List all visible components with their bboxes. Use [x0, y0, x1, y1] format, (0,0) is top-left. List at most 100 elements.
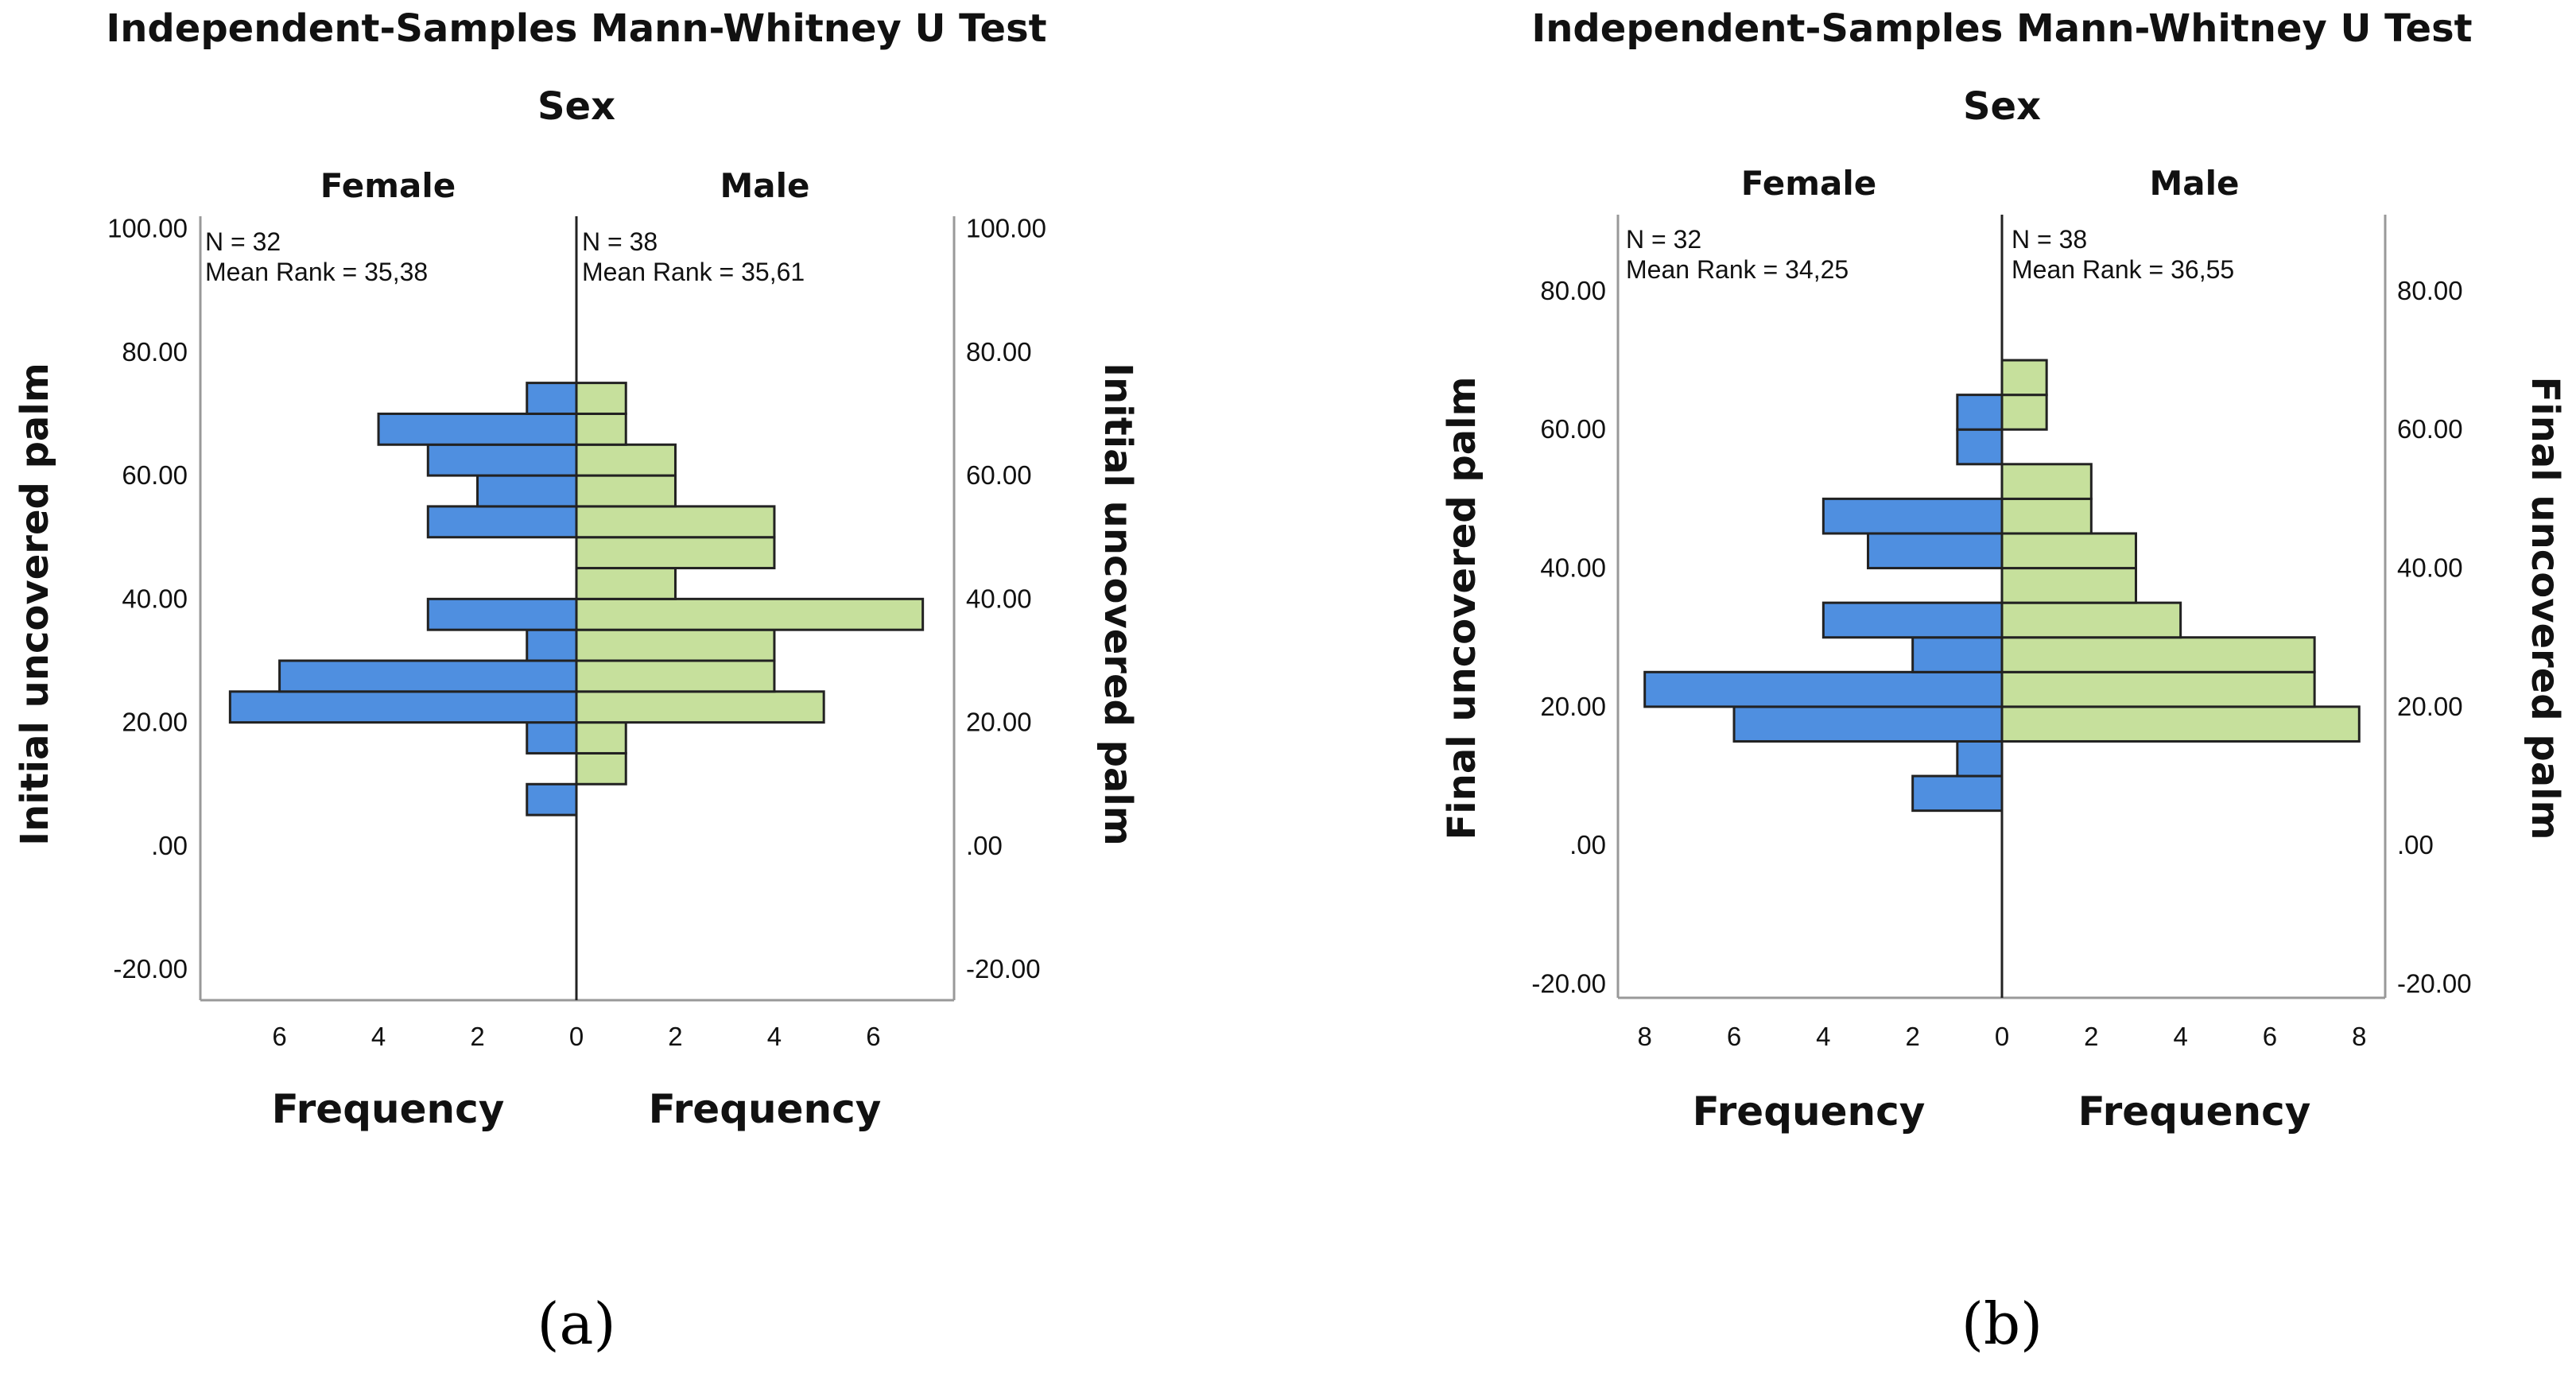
female-bar [526, 382, 578, 415]
male-bar [575, 505, 776, 539]
male-n-label: N = 38 [582, 227, 658, 256]
female-bar [1911, 774, 2004, 813]
male-bar [2000, 601, 2182, 639]
x-tick-label: 4 [2173, 1022, 2187, 1051]
male-bar [575, 751, 627, 786]
y-tick-label-left: 20.00 [1540, 692, 1606, 721]
panel-label: (b) [1961, 1290, 2043, 1357]
female-bar [476, 474, 578, 508]
y-tick-label-right: 20.00 [2397, 692, 2463, 721]
y-tick-label-left: 40.00 [122, 584, 188, 613]
panel-a: Independent-Samples Mann-Whitney U Test … [13, 6, 1140, 1357]
male-bar [2000, 532, 2137, 570]
male-mean-rank-label: Mean Rank = 36,55 [2012, 255, 2234, 284]
chart-title: Independent-Samples Mann-Whitney U Test [106, 6, 1046, 51]
female-bar [526, 782, 578, 817]
y-axis-label-right: Initial uncovered palm [1096, 363, 1140, 846]
y-axis-label-left: Final uncovered palm [1440, 376, 1484, 840]
y-tick-label-right: -20.00 [966, 954, 1041, 983]
female-mean-rank-label: Mean Rank = 34,25 [1626, 255, 1849, 284]
y-tick-label-right: 80.00 [2397, 276, 2463, 305]
female-bar [426, 443, 578, 477]
female-bar [1821, 601, 2004, 639]
y-tick-label-left: 60.00 [1540, 414, 1606, 444]
male-bar [2000, 497, 2093, 535]
panel-b: Independent-Samples Mann-Whitney U Test … [1440, 6, 2567, 1357]
x-tick-label: 4 [767, 1022, 782, 1051]
female-bar [526, 721, 578, 755]
female-bar [426, 505, 578, 539]
y-tick-label-right: .00 [966, 831, 1003, 860]
chart-subtitle: Sex [537, 84, 615, 129]
x-axis-label-male: Frequency [649, 1086, 882, 1132]
y-tick-label-left: .00 [1569, 830, 1606, 859]
y-tick-label-right: 100.00 [966, 214, 1046, 243]
x-tick-label: 4 [1816, 1022, 1830, 1051]
male-bar [575, 412, 627, 446]
y-tick-label-left: 20.00 [122, 708, 188, 737]
x-tick-label: 2 [470, 1022, 484, 1051]
female-bar [1643, 670, 2004, 708]
male-bar [2000, 394, 2048, 431]
male-bar [575, 659, 776, 693]
x-tick-label: 4 [371, 1022, 386, 1051]
male-bar [575, 690, 825, 724]
y-tick-label-right: 20.00 [966, 708, 1032, 737]
female-group-label: Female [1741, 164, 1876, 203]
y-tick-label-right: 80.00 [966, 337, 1032, 367]
x-tick-label: 6 [1727, 1022, 1741, 1051]
female-bar [1956, 428, 2004, 466]
x-tick-label: 2 [1905, 1022, 1919, 1051]
chart-title: Independent-Samples Mann-Whitney U Test [1531, 6, 2472, 51]
x-tick-label: 8 [1638, 1022, 1652, 1051]
y-tick-label-left: 100.00 [107, 214, 188, 243]
y-tick-label-right: 60.00 [966, 460, 1032, 490]
x-tick-label: 2 [2084, 1022, 2098, 1051]
male-n-label: N = 38 [2012, 225, 2087, 254]
female-group-label: Female [320, 166, 456, 205]
panel-label: (a) [537, 1290, 615, 1357]
x-tick-label: 0 [1995, 1022, 2009, 1051]
male-bar [2000, 705, 2361, 743]
female-bar [1821, 497, 2004, 535]
female-bar [526, 628, 578, 662]
female-bar [228, 690, 578, 724]
y-tick-label-right: -20.00 [2397, 969, 2472, 999]
x-axis-label-female: Frequency [1693, 1088, 1926, 1135]
male-bar [575, 536, 776, 570]
female-n-label: N = 32 [1626, 225, 1701, 254]
y-axis-label-left: Initial uncovered palm [13, 363, 57, 846]
x-tick-label: 6 [866, 1022, 880, 1051]
y-axis-label-right: Final uncovered palm [2523, 376, 2567, 840]
female-mean-rank-label: Mean Rank = 35,38 [205, 258, 428, 286]
x-tick-label: 0 [569, 1022, 584, 1051]
y-tick-label-left: 60.00 [122, 460, 188, 490]
y-tick-label-right: 40.00 [966, 584, 1032, 613]
male-bar [575, 721, 627, 755]
x-axis-label-female: Frequency [272, 1086, 505, 1132]
male-mean-rank-label: Mean Rank = 35,61 [582, 258, 805, 286]
y-tick-label-left: -20.00 [113, 954, 188, 983]
y-tick-label-right: 60.00 [2397, 414, 2463, 444]
y-tick-label-left: -20.00 [1531, 969, 1606, 999]
female-bar [1732, 705, 2004, 743]
female-bar [1911, 636, 2004, 673]
male-group-label: Male [2149, 164, 2239, 203]
x-tick-label: 2 [668, 1022, 682, 1051]
male-bar [2000, 670, 2316, 708]
male-bar [2000, 567, 2137, 604]
x-tick-label: 6 [272, 1022, 286, 1051]
y-tick-label-left: 80.00 [122, 337, 188, 367]
chart-subtitle: Sex [1963, 84, 2041, 129]
female-bar [1956, 739, 2004, 778]
male-bar [575, 443, 677, 477]
y-tick-label-left: .00 [151, 831, 188, 860]
male-bar [2000, 636, 2316, 673]
male-bar [575, 382, 627, 415]
x-tick-label: 6 [2263, 1022, 2277, 1051]
female-bar [426, 597, 578, 631]
female-bar [278, 659, 578, 693]
